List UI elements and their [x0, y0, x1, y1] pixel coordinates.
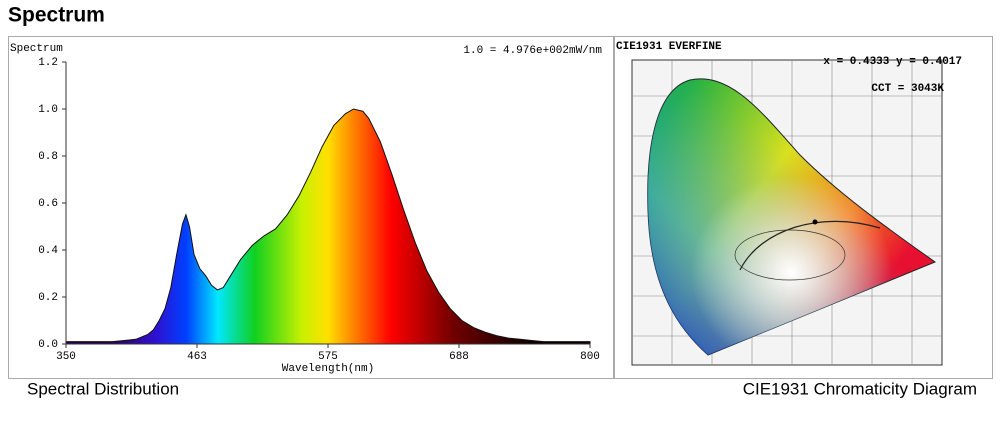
y-tick-label: 0.6 — [38, 198, 58, 210]
x-tick-label: 688 — [449, 351, 469, 363]
y-tick-label: 1.0 — [38, 104, 58, 116]
x-tick-label: 350 — [56, 351, 76, 363]
annotation: 1.0 = 4.976e+002mW/nm — [463, 45, 602, 57]
cie-coords: x = 0.4333 y = 0.4017 — [823, 56, 962, 68]
cie-cct: CCT = 3043K — [871, 83, 944, 95]
y-axis-label: Spectrum — [10, 43, 63, 55]
cie-diagram — [631, 59, 943, 366]
y-tick-label: 1.2 — [38, 57, 58, 69]
y-tick-label: 0.2 — [38, 292, 58, 304]
x-axis-label: Wavelength(nm) — [282, 363, 374, 375]
y-tick-label: 0.8 — [38, 151, 58, 163]
spectrum-area — [65, 108, 591, 345]
x-tick-label: 463 — [187, 351, 207, 363]
x-tick-label: 800 — [580, 351, 600, 363]
page-title: Spectrum — [8, 4, 105, 27]
y-tick-label: 0.0 — [38, 339, 58, 351]
caption-right: CIE1931 Chromaticity Diagram — [743, 379, 977, 398]
y-tick-label: 0.4 — [38, 245, 58, 257]
cie-title: CIE1931 EVERFINE — [616, 41, 722, 53]
x-tick-label: 575 — [318, 351, 338, 363]
caption-left: Spectral Distribution — [27, 379, 179, 398]
